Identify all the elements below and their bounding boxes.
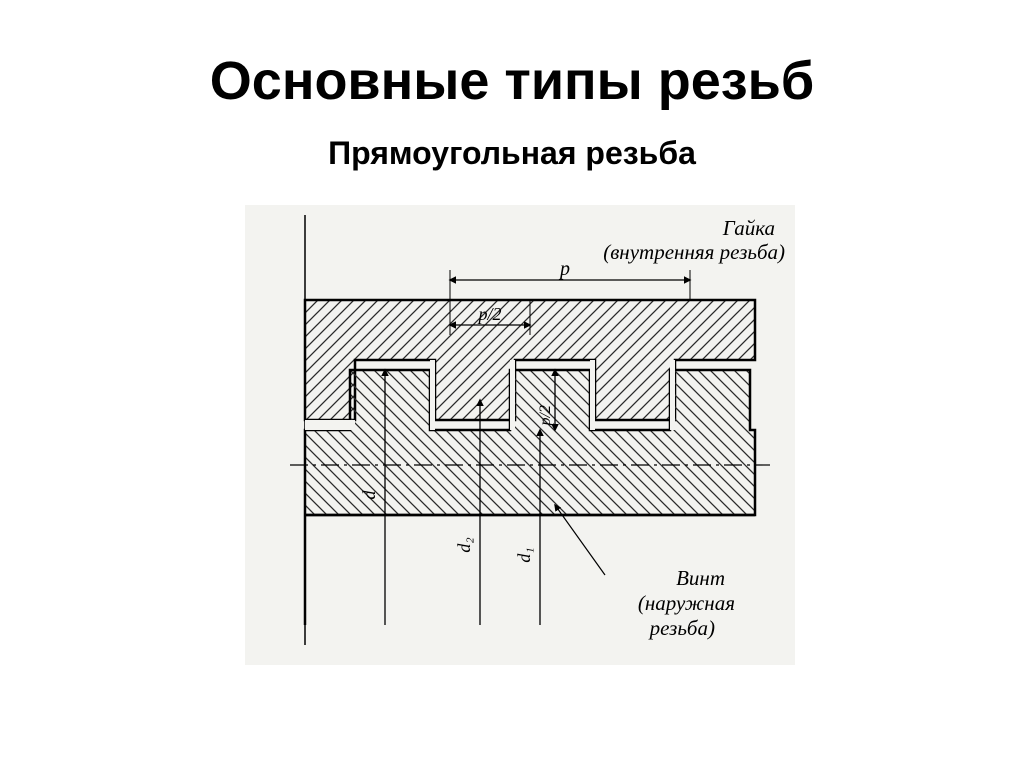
dim-p: p <box>558 258 570 280</box>
label-screw-1: Винт <box>676 566 725 590</box>
thread-diagram: p p/2 p/2 d d₂ d₁ Гайка (внутренняя резь… <box>245 205 795 665</box>
page-title: Основные типы резьб <box>0 50 1024 112</box>
dim-p2: p/2 <box>476 304 501 324</box>
label-screw-3: резьба) <box>648 616 715 640</box>
label-nut-1: Гайка <box>722 216 775 240</box>
dim-d1: d₁ <box>514 547 534 562</box>
dim-p2-vert: p/2 <box>537 405 554 426</box>
label-screw-2: (наружная <box>638 591 735 615</box>
dim-d: d <box>359 490 379 500</box>
label-nut-2: (внутренняя резьба) <box>603 240 785 264</box>
dim-d2: d₂ <box>454 537 474 552</box>
page-subtitle: Прямоугольная резьба <box>0 135 1024 172</box>
